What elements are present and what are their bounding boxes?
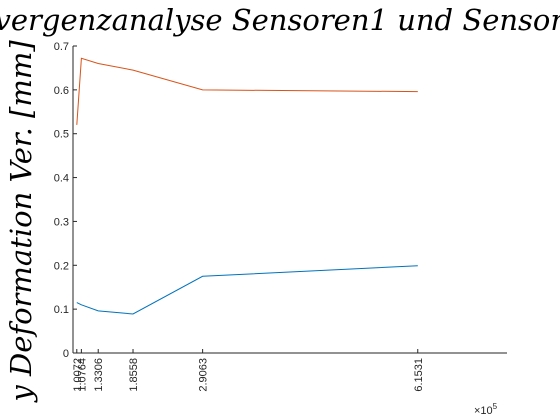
- x-tick-label: 6.1531: [413, 358, 425, 392]
- y-tick-label: 0.5: [54, 129, 69, 141]
- y-tick-label: 0.4: [54, 173, 69, 185]
- series-line-2: [76, 57, 418, 125]
- y-tick-label: 0.7: [54, 41, 69, 53]
- y-axis-label: y Deformation Ver. [mm]: [4, 40, 38, 404]
- x-tick-label: 1.0764: [76, 358, 88, 392]
- y-tick-label: 0.6: [54, 85, 69, 97]
- series-line-1: [76, 265, 418, 315]
- y-tick-label: 0: [63, 348, 69, 360]
- x-tick-label: 1.3306: [93, 358, 105, 392]
- axes: [72, 45, 507, 354]
- y-tick-label: 0.1: [54, 304, 69, 316]
- x-tick-label: 1.0072: [72, 358, 84, 392]
- x-exponent-label: ×105: [474, 402, 498, 417]
- x-tick-label: 2.9063: [198, 358, 210, 392]
- chart-title: Konvergenzanalyse Sensoren1 und Sensoren…: [0, 3, 560, 37]
- x-tick-label: 1.8558: [128, 358, 140, 392]
- y-tick-label: 0.2: [54, 260, 69, 272]
- series-layer: [76, 57, 418, 315]
- y-tick-label: 0.3: [54, 216, 69, 228]
